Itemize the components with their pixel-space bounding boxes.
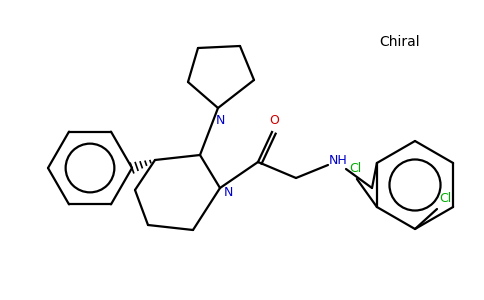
- Text: O: O: [269, 113, 279, 127]
- Text: Cl: Cl: [349, 163, 361, 176]
- Text: N: N: [223, 185, 233, 199]
- Text: N: N: [215, 113, 225, 127]
- Text: NH: NH: [329, 154, 348, 167]
- Text: Cl: Cl: [439, 193, 451, 206]
- Text: Chiral: Chiral: [379, 35, 420, 49]
